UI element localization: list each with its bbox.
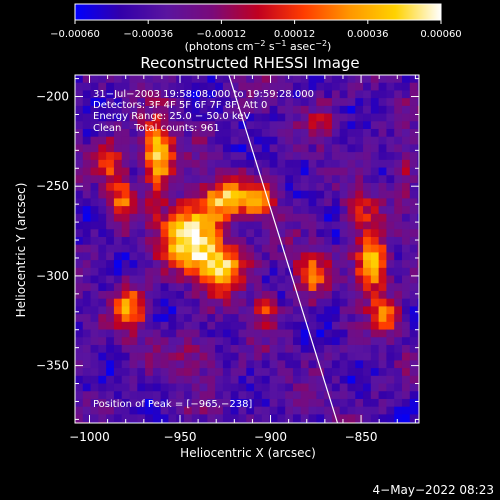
colorbar-tick-label: −0.00036 [123, 29, 173, 40]
x-tick-label: −900 [254, 430, 287, 444]
info-clean-counts: Clean Total counts: 961 [93, 123, 220, 134]
x-axis: −1000 −950 −900 −850 [69, 75, 416, 444]
colorbar-tick-label: −0.00012 [197, 29, 247, 40]
info-time-range: 31−Jul−2003 19:58:08.000 to 19:59:28.000 [93, 89, 314, 100]
x-tick-label: −1000 [69, 430, 110, 444]
plot-frame [74, 74, 420, 424]
colorbar-tick-label: −0.00060 [50, 29, 100, 40]
y-axis: −200 −250 −300 −350 [36, 78, 419, 420]
info-detectors: Detectors: 3F 4F 5F 6F 7F 8F, Att 0 [93, 100, 267, 111]
y-tick-label: −250 [36, 179, 69, 193]
colorbar [75, 4, 441, 20]
colorbar-ticks: −0.00060 −0.00036 −0.00012 0.00012 0.00036 0.… [50, 20, 462, 40]
observation-info: 31−Jul−2003 19:58:08.000 to 19:59:28.000… [93, 89, 314, 134]
chart-title: Reconstructed RHESSI Image [140, 54, 359, 72]
x-axis-label: Heliocentric X (arcsec) [180, 446, 316, 460]
colorbar-tick-label: 0.00060 [420, 29, 461, 40]
x-tick-label: −950 [164, 430, 197, 444]
colorbar-frame [74, 3, 442, 21]
x-tick-label: −850 [345, 430, 378, 444]
solar-limb-line [228, 75, 339, 423]
footer-timestamp: 4−May−2022 08:23 [373, 483, 495, 497]
y-tick-label: −300 [36, 269, 69, 283]
y-tick-label: −350 [36, 359, 69, 373]
info-energy-range: Energy Range: 25.0 − 50.0 keV [93, 111, 250, 122]
peak-position-label: Position of Peak = [−965,−238] [93, 399, 252, 410]
heatmap-image [75, 75, 419, 423]
colorbar-tick-label: 0.00012 [274, 29, 315, 40]
colorbar-tick-label: 0.00036 [347, 29, 388, 40]
y-axis-label: Heliocentric Y (arcsec) [14, 183, 28, 318]
colorbar-unit-label: (photons cm−2 s−1 asec−2) [185, 39, 332, 53]
y-tick-label: −200 [36, 90, 69, 104]
